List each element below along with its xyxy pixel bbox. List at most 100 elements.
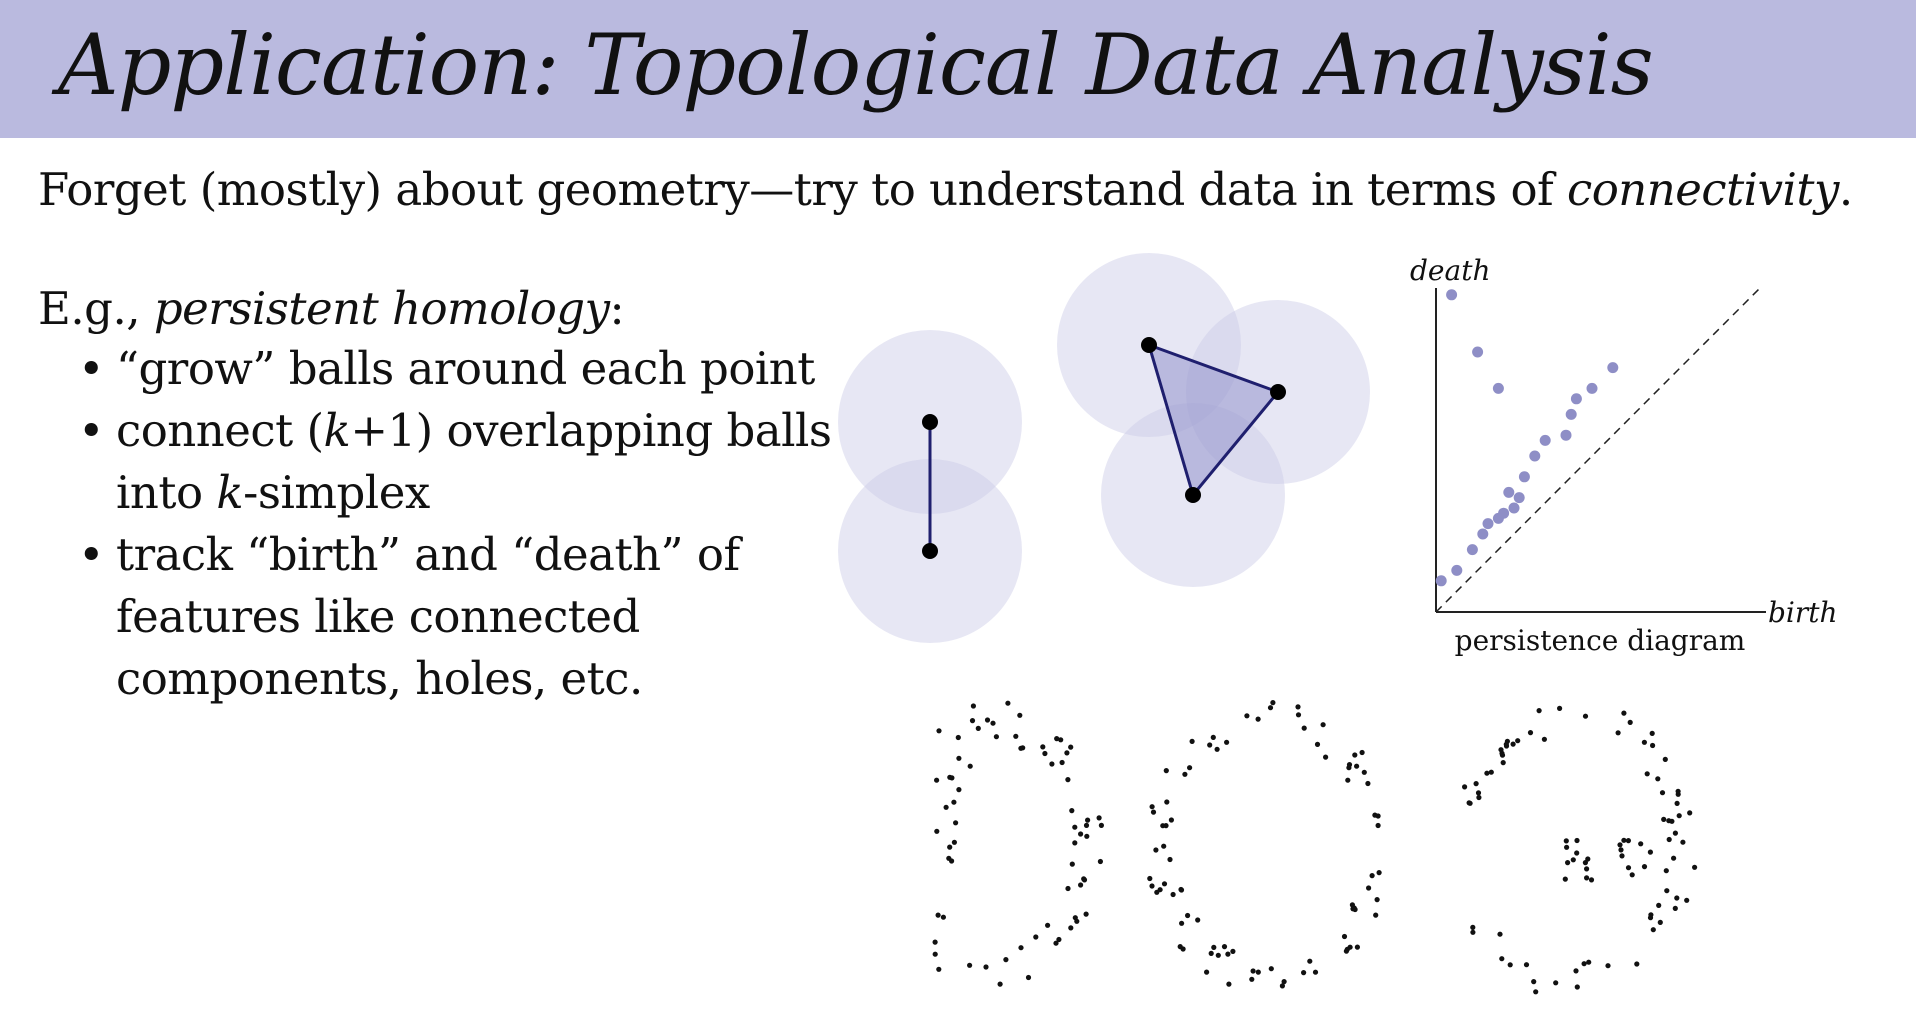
slide-title: Application: Topological Data Analysis (58, 16, 1654, 114)
lead-emphasis: connectivity (1567, 163, 1839, 216)
cloud-point (1618, 847, 1624, 853)
cloud-point (1281, 979, 1287, 985)
cloud-point (1359, 749, 1365, 756)
title-bar (0, 0, 1916, 138)
cloud-point (1068, 925, 1074, 931)
cloud-point (1375, 822, 1381, 829)
cloud-point (940, 914, 946, 920)
cloud-point (1085, 817, 1091, 823)
diagonal-line (1435, 285, 1763, 613)
cloud-point (1376, 870, 1382, 876)
point-cloud-illustration (932, 700, 1698, 995)
example-suffix: : (609, 282, 625, 335)
cloud-point (1215, 952, 1221, 958)
cloud-point (993, 734, 999, 740)
cloud-point (1638, 841, 1644, 847)
cloud-point (1059, 759, 1065, 766)
cloud-point (1373, 912, 1379, 918)
cloud-point (1180, 946, 1186, 952)
cloud-point (1484, 770, 1490, 776)
cloud-point (1462, 784, 1468, 790)
cloud-point (1069, 861, 1075, 867)
cloud-point (1672, 905, 1678, 911)
cloud-point (975, 725, 981, 731)
cloud-point (1369, 873, 1375, 879)
cloud-point (1674, 895, 1680, 901)
cloud-point (936, 728, 942, 734)
bullet-item: track “birth” and “death” of features li… (78, 524, 818, 710)
cloud-point (1375, 813, 1381, 819)
cloud-point (1017, 712, 1023, 718)
cloud-point (970, 703, 976, 709)
cloud-point (1574, 984, 1580, 990)
cloud-point (943, 804, 949, 810)
cloud-point (1488, 769, 1494, 775)
cloud-point (1671, 855, 1677, 861)
cloud-point (1207, 742, 1213, 748)
cloud-point (1662, 756, 1668, 762)
cloud-point (953, 820, 959, 826)
cloud-point (1687, 810, 1693, 816)
cloud-point (1615, 730, 1621, 736)
cloud-point (1323, 754, 1329, 760)
cloud-point (1661, 816, 1667, 822)
cloud-point (1581, 961, 1587, 967)
bullet-item: “grow” balls around each point (78, 338, 818, 400)
cloud-point (1179, 920, 1185, 926)
x-axis-label: birth (1768, 596, 1838, 629)
cloud-point (1224, 739, 1230, 745)
cloud-point (934, 777, 940, 783)
cloud-point (955, 734, 961, 741)
point-cloud-letter-o (1147, 700, 1382, 989)
cloud-point (1003, 957, 1009, 963)
cloud-point (997, 981, 1003, 987)
lead-text: Forget (mostly) about geometry—try to un… (38, 163, 1567, 216)
cloud-point (947, 774, 953, 780)
cloud-point (1584, 866, 1590, 872)
cloud-point (1204, 969, 1210, 975)
cloud-point (1510, 741, 1516, 747)
persistence-point (1570, 393, 1582, 405)
cloud-point (1649, 730, 1655, 736)
persistence-point (1477, 528, 1489, 540)
cloud-point (1069, 808, 1075, 814)
cloud-point (1307, 958, 1313, 964)
cloud-point (951, 839, 957, 845)
cloud-point (1500, 760, 1506, 766)
bullet-line: into k-simplex (116, 462, 818, 524)
vertex-point (1185, 487, 1201, 503)
cloud-point (1629, 872, 1635, 878)
cloud-point (1068, 744, 1074, 750)
cloud-point (1083, 911, 1089, 917)
cloud-point (1563, 838, 1569, 844)
cloud-point (1666, 836, 1672, 843)
cloud-point (1056, 936, 1062, 943)
cloud-point (1301, 725, 1307, 731)
cloud-point (1541, 736, 1547, 742)
point-cloud-letter-g (1462, 705, 1698, 995)
cloud-point (1279, 983, 1285, 989)
cloud-point (1074, 918, 1080, 924)
example-heading: E.g., persistent homology: (38, 278, 625, 340)
cloud-point (1211, 944, 1217, 950)
cloud-point (1354, 944, 1360, 950)
example-emphasis: persistent homology (153, 282, 610, 335)
cloud-point (1040, 744, 1046, 750)
cloud-point (1065, 885, 1071, 892)
bullet-text: “grow” balls around each point (116, 342, 815, 395)
bullet-line: track “birth” and “death” of (116, 524, 818, 586)
cloud-point (1147, 875, 1153, 882)
cloud-point (1097, 858, 1103, 865)
cloud-point (1058, 737, 1064, 743)
cloud-point (1470, 929, 1476, 935)
cloud-point (1352, 752, 1358, 758)
cloud-point (1619, 853, 1625, 859)
cloud-point (1475, 790, 1482, 796)
cloud-point (1054, 736, 1060, 742)
persistence-points (1435, 289, 1619, 587)
cloud-point (1625, 865, 1632, 871)
cloud-point (1182, 771, 1188, 777)
cloud-point (1650, 927, 1656, 933)
cloud-point (1533, 989, 1539, 995)
cloud-point (1350, 906, 1356, 912)
